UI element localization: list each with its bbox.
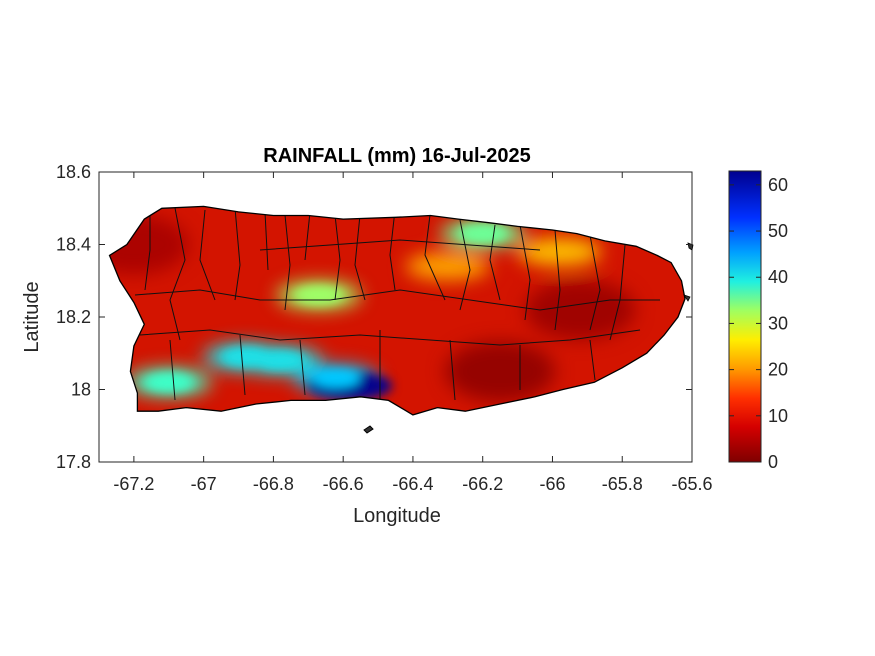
rain-cell-core-4: [144, 373, 193, 392]
colorbar: 0 10 20 30 40 50 60: [728, 170, 788, 472]
x-tick-label: -65.6: [671, 474, 712, 494]
colorbar-gradient: [728, 170, 762, 463]
coastline: [108, 205, 686, 416]
rain-cell-core-1: [312, 369, 361, 388]
rain-cell-7: [517, 237, 602, 266]
rain-cell-9: [445, 341, 556, 402]
colorbar-tick-label: 60: [768, 175, 788, 195]
colorbar-tick-label: 30: [768, 313, 788, 333]
caja-de-muertos-island: [363, 425, 374, 434]
rainfall-field: [109, 206, 685, 415]
y-tick-label: 18.6: [56, 162, 91, 182]
x-tick-label: -66.2: [462, 474, 503, 494]
chart-title: RAINFALL (mm) 16-Jul-2025: [263, 145, 530, 167]
colorbar-tick-label: 20: [768, 360, 788, 380]
x-tick-label: -66: [539, 474, 565, 494]
y-tick-label: 18: [71, 380, 91, 400]
x-tick-label: -66.4: [392, 474, 433, 494]
rain-cell-8: [405, 252, 490, 281]
colorbar-tick-label: 10: [768, 406, 788, 426]
colorbar-tick-label: 50: [768, 221, 788, 241]
y-axis-label: Latitude: [21, 281, 43, 352]
eastern-cays: [683, 294, 691, 302]
y-axis: 17.8 18 18.2 18.4 18.6: [56, 162, 692, 472]
x-tick-label: -65.8: [602, 474, 643, 494]
rain-cell-core-5: [458, 224, 507, 243]
y-tick-label: 18.4: [56, 235, 91, 255]
x-tick-label: -67: [191, 474, 217, 494]
y-tick-label: 18.2: [56, 307, 91, 327]
x-axis: -67.2 -67 -66.8 -66.6 -66.4 -66.2 -66 -65.8 -65.…: [113, 172, 713, 494]
rain-cell-10: [525, 279, 636, 340]
colorbar-tick-label: 40: [768, 267, 788, 287]
y-tick-label: 17.8: [56, 452, 91, 472]
x-tick-label: -66.8: [253, 474, 294, 494]
municipal-boundaries: [134, 206, 660, 401]
x-axis-label: Longitude: [353, 505, 441, 527]
rain-cell-core-3: [221, 347, 270, 366]
colorbar-tick-label: 0: [768, 452, 778, 472]
x-tick-label: -66.6: [323, 474, 364, 494]
rain-cell-11: [109, 214, 189, 275]
x-tick-label: -67.2: [113, 474, 154, 494]
